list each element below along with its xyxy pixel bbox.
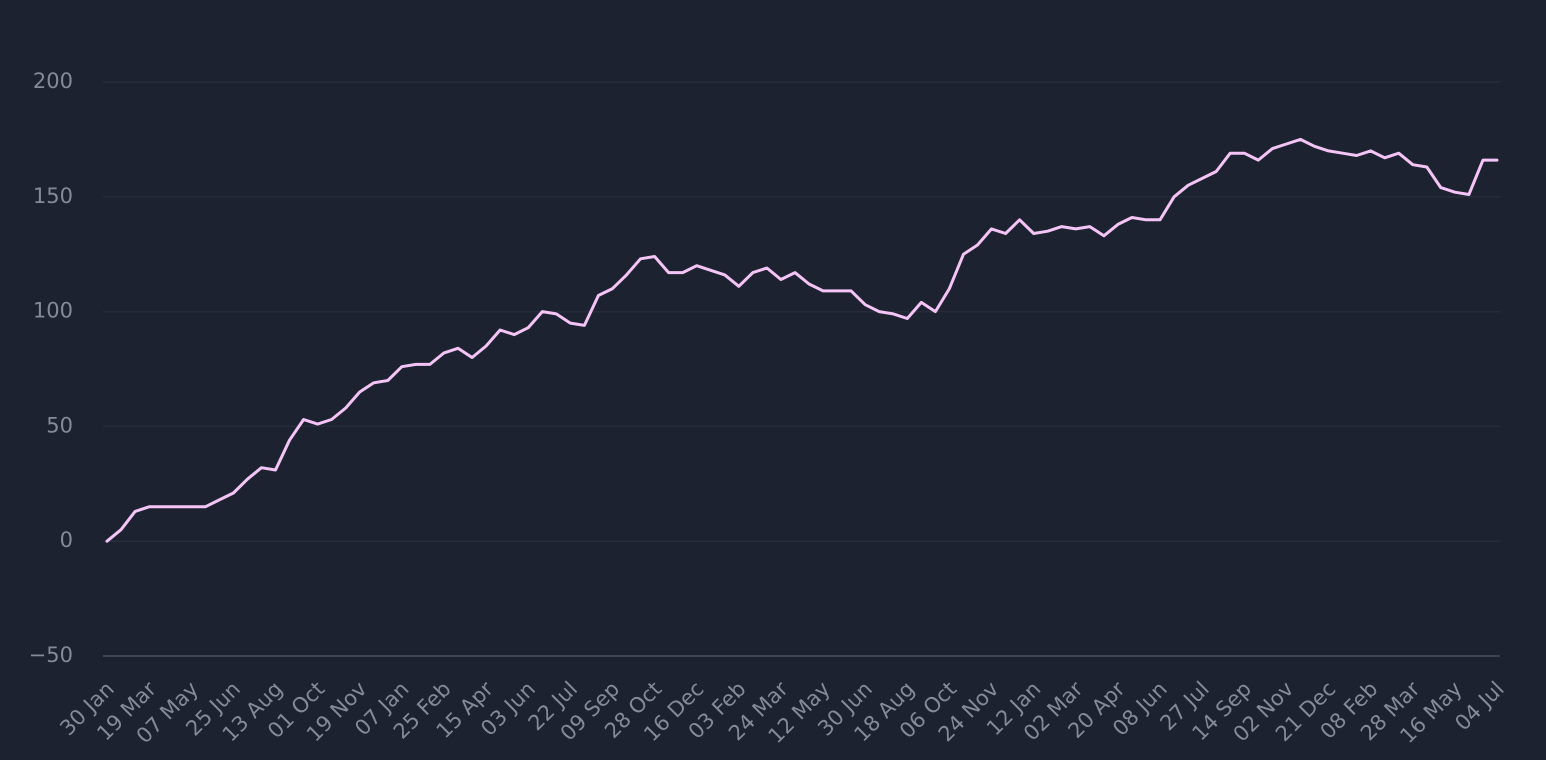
y-tick-label: 50 [46,413,73,437]
y-tick-label: −50 [29,643,73,667]
line [105,137,1499,543]
y-tick-label: 0 [60,528,73,552]
y-tick-label: 150 [33,184,73,208]
y-tick-label: 200 [33,69,73,93]
y-tick-label: 100 [33,299,73,323]
x-tick-label: 04 Jul [1450,677,1509,736]
